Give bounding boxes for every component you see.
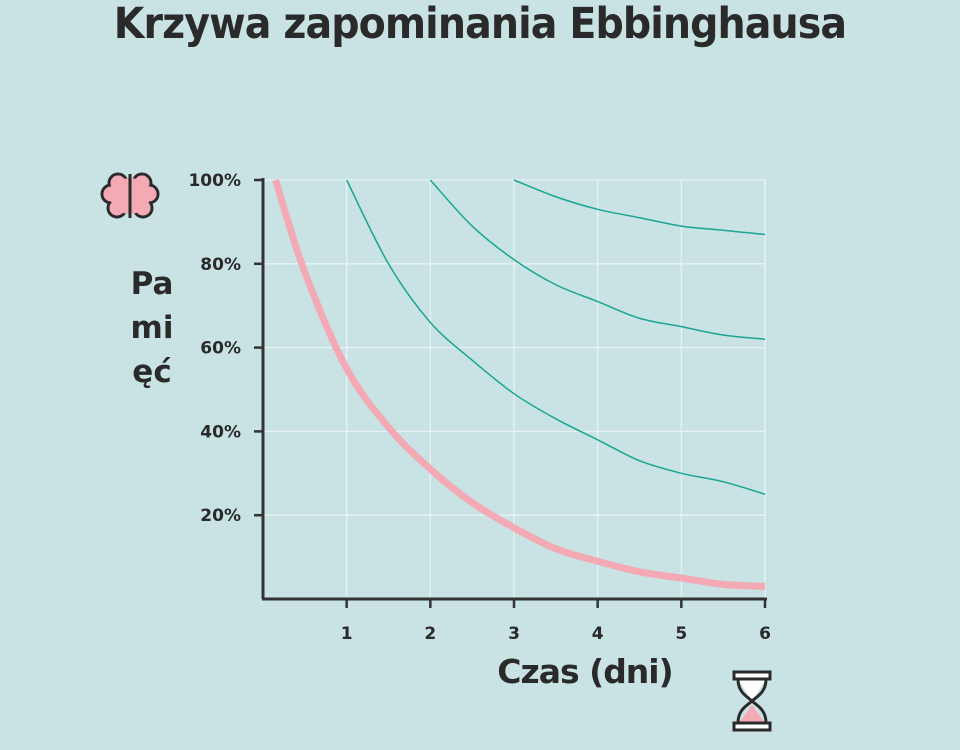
y-axis-label: Pamięć	[130, 266, 174, 390]
x-tick-label: 4	[592, 624, 604, 644]
x-axis-label: Czas (dni)	[497, 652, 673, 691]
hourglass-icon	[732, 670, 772, 732]
y-tick-label: 60%	[200, 339, 241, 359]
review-curve-line-2	[429, 179, 766, 340]
ticks: 1 2 3 4 5 6 20% 40% 60% 80% 100%	[188, 171, 770, 644]
chart-title: Krzywa zapominania Ebbinghausa	[113, 0, 847, 49]
review-curve-line-3	[513, 179, 766, 236]
y-tick-label: 40%	[200, 422, 241, 442]
forgetting-curve-line	[272, 178, 766, 590]
curves	[272, 178, 766, 590]
y-tick-label: 100%	[188, 171, 241, 191]
grid	[263, 179, 766, 599]
y-tick-label: 80%	[200, 255, 241, 275]
brain-icon	[100, 172, 160, 219]
review-curve-line-1	[345, 179, 766, 495]
x-tick-label: 6	[759, 624, 771, 644]
y-tick-label: 20%	[200, 506, 241, 526]
x-tick-label: 2	[424, 624, 436, 644]
x-tick-label: 5	[675, 624, 687, 644]
x-tick-label: 1	[341, 624, 353, 644]
x-tick-label: 3	[508, 624, 520, 644]
